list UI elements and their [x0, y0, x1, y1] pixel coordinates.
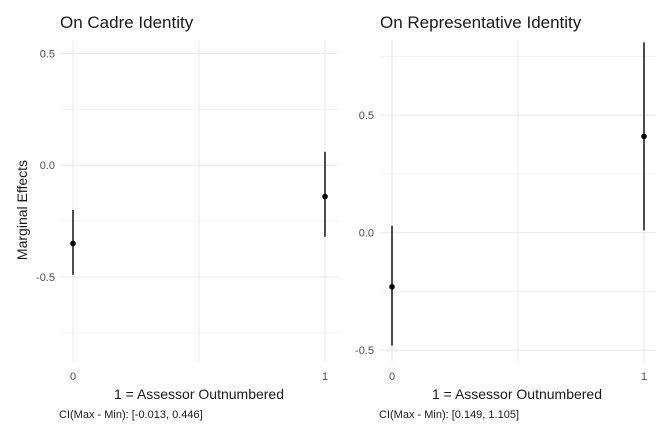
- panel-title: On Representative Identity: [380, 13, 582, 32]
- ci-caption: CI(Max - Min): [0.149, 1.105]: [379, 409, 519, 421]
- panel-title: On Cadre Identity: [60, 13, 194, 32]
- x-tick-label: 0: [70, 371, 76, 383]
- y-tick-labels: 0.5 0.0 -0.5: [36, 48, 55, 284]
- x-tick-label: 0: [389, 371, 395, 383]
- estimate-point: [641, 133, 647, 140]
- y-tick-label: 0.5: [40, 48, 55, 60]
- estimate-point: [389, 283, 395, 290]
- panel-marks: [70, 151, 328, 275]
- y-tick-label: 0.5: [359, 110, 374, 122]
- x-axis-label: 1 = Assessor Outnumbered: [432, 386, 602, 402]
- y-axis-label: Marginal Effects: [14, 160, 30, 260]
- x-tick-label: 1: [322, 371, 328, 383]
- ci-caption: CI(Max - Min): [-0.013, 0.446]: [59, 409, 203, 421]
- panel-grid: [380, 40, 656, 362]
- y-tick-label: -0.5: [36, 272, 55, 284]
- y-tick-label: 0.0: [359, 228, 374, 240]
- panel-marks: [389, 42, 647, 346]
- estimate-point: [322, 193, 328, 200]
- x-axis-label: 1 = Assessor Outnumbered: [114, 386, 284, 402]
- y-tick-label: -0.5: [355, 345, 374, 357]
- y-tick-labels: 0.5 0.0 -0.5: [355, 110, 374, 357]
- panel-grid: [60, 40, 338, 362]
- x-tick-label: 1: [641, 371, 647, 383]
- estimate-point: [70, 240, 76, 247]
- y-tick-label: 0.0: [40, 160, 55, 172]
